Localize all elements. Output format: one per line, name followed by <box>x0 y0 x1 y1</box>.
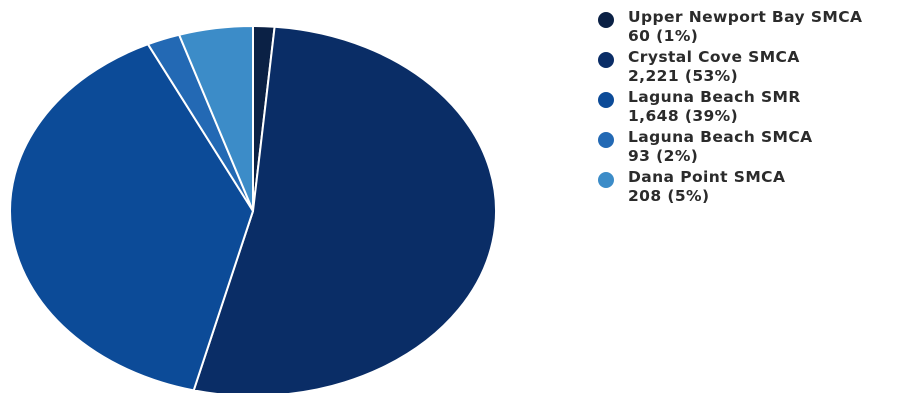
legend-label: Upper Newport Bay SMCA <box>628 8 863 26</box>
legend-item[interactable]: Crystal Cove SMCA 2,221 (53%) <box>598 48 862 88</box>
legend-label: Laguna Beach SMR <box>628 88 801 106</box>
legend-label: Dana Point SMCA <box>628 168 786 186</box>
legend-value: 60 (1%) <box>628 27 699 45</box>
legend-item[interactable]: Upper Newport Bay SMCA 60 (1%) <box>598 8 862 48</box>
legend-value: 93 (2%) <box>628 147 699 165</box>
pie-slice[interactable] <box>178 25 254 212</box>
pie-slices <box>9 24 497 393</box>
legend-swatch <box>598 172 614 188</box>
pie-slice[interactable] <box>192 25 497 393</box>
legend-label: Crystal Cove SMCA <box>628 48 800 66</box>
legend-item[interactable]: Dana Point SMCA 208 (5%) <box>598 168 862 208</box>
legend: Upper Newport Bay SMCA 60 (1%) Crystal C… <box>598 8 862 208</box>
legend-swatch <box>598 92 614 108</box>
legend-item[interactable]: Laguna Beach SMCA 93 (2%) <box>598 128 862 168</box>
legend-value: 1,648 (39%) <box>628 107 739 125</box>
legend-swatch <box>598 52 614 68</box>
legend-swatch <box>598 132 614 148</box>
legend-value: 208 (5%) <box>628 187 710 205</box>
legend-item[interactable]: Laguna Beach SMR 1,648 (39%) <box>598 88 862 128</box>
legend-value: 2,221 (53%) <box>628 67 739 85</box>
legend-label: Laguna Beach SMCA <box>628 128 813 146</box>
pie-slice[interactable] <box>9 43 254 392</box>
legend-swatch <box>598 12 614 28</box>
